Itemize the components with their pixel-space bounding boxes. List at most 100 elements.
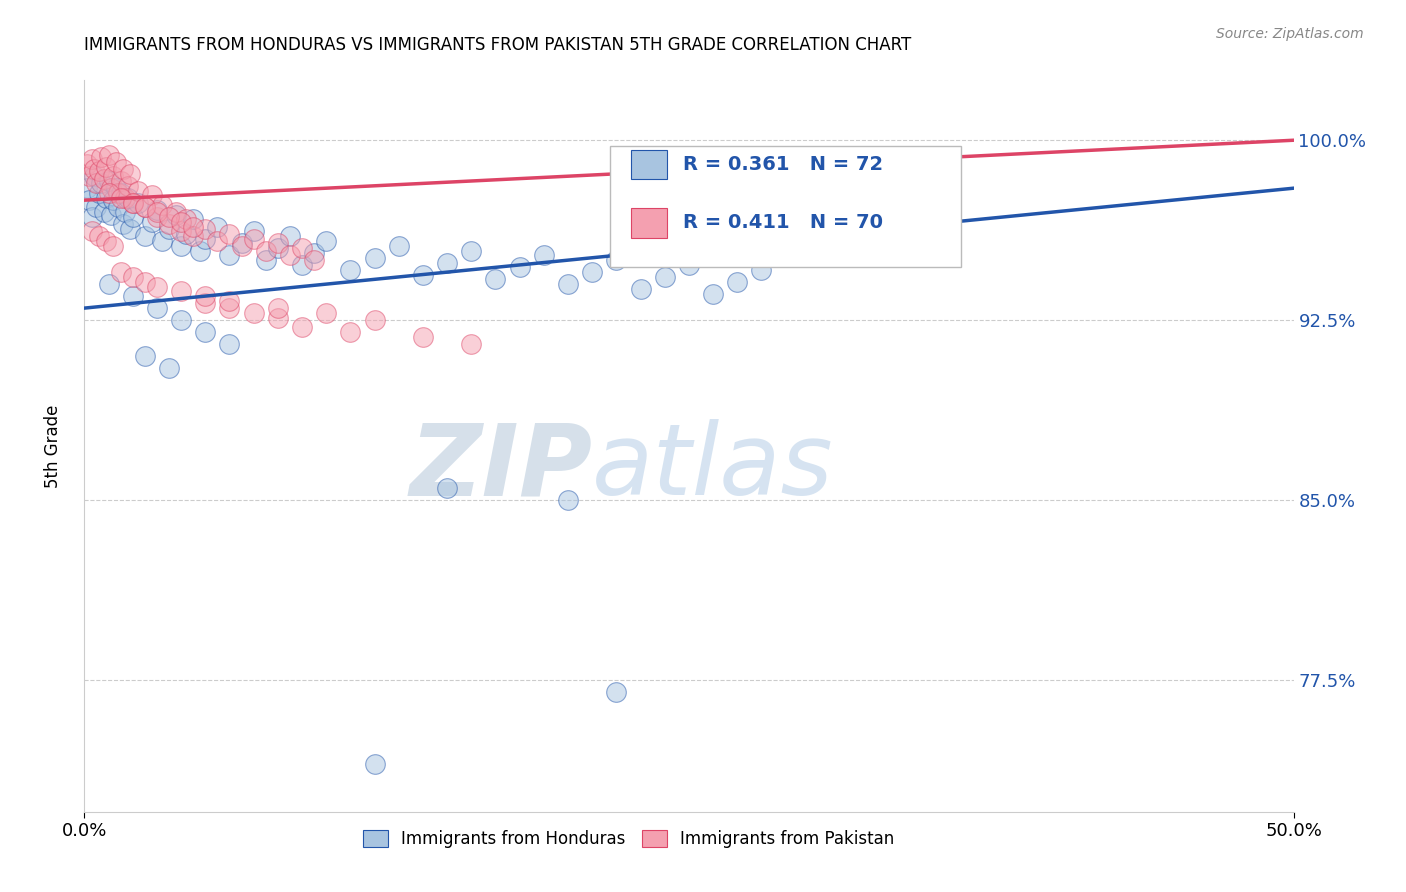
Point <box>94 160 117 174</box>
Point <box>121 269 143 284</box>
Point <box>110 191 132 205</box>
Point <box>302 246 325 260</box>
Point <box>121 195 143 210</box>
Point <box>207 219 229 234</box>
Point <box>117 191 139 205</box>
Point <box>267 301 290 315</box>
Point <box>165 208 187 222</box>
Point <box>97 147 120 161</box>
Point <box>194 296 217 310</box>
Point <box>278 229 301 244</box>
Text: 5th Grade: 5th Grade <box>45 404 62 488</box>
Point <box>218 293 240 308</box>
Point <box>141 188 163 202</box>
Point <box>291 241 314 255</box>
Point <box>460 337 482 351</box>
Point <box>181 212 204 227</box>
Point <box>87 229 110 244</box>
Point <box>134 275 156 289</box>
Point <box>654 269 676 284</box>
Point <box>315 306 337 320</box>
Point <box>134 349 156 363</box>
Point <box>339 325 361 339</box>
Point <box>97 277 120 292</box>
Point <box>112 161 135 176</box>
Point <box>218 301 240 315</box>
Point <box>110 265 132 279</box>
Point <box>97 186 120 200</box>
Point <box>218 337 240 351</box>
Point <box>363 756 385 771</box>
Point <box>83 161 105 176</box>
Point <box>702 286 724 301</box>
Point <box>254 244 277 258</box>
Point <box>134 200 156 214</box>
Point <box>557 277 579 292</box>
Point <box>134 229 156 244</box>
Point <box>751 262 773 277</box>
FancyBboxPatch shape <box>631 150 668 179</box>
Point <box>93 205 115 219</box>
Point <box>242 231 264 245</box>
Point <box>100 208 122 222</box>
Point <box>339 262 361 277</box>
Point <box>120 167 142 181</box>
Point <box>104 154 127 169</box>
Text: atlas: atlas <box>592 419 834 516</box>
Point <box>725 275 748 289</box>
Point <box>121 210 143 224</box>
Point <box>150 198 173 212</box>
Point <box>93 171 115 186</box>
Point <box>170 224 193 238</box>
Point <box>110 186 132 200</box>
Point <box>146 205 169 219</box>
Point <box>291 320 314 334</box>
Point <box>484 272 506 286</box>
Point <box>174 212 197 227</box>
Point <box>76 181 98 195</box>
Point <box>83 169 105 184</box>
Point <box>103 193 125 207</box>
Point <box>170 313 193 327</box>
Point <box>157 222 180 236</box>
Text: ZIP: ZIP <box>409 419 592 516</box>
Point <box>87 186 110 200</box>
Point <box>146 301 169 315</box>
Point <box>134 200 156 214</box>
Point <box>460 244 482 258</box>
Point <box>94 234 117 248</box>
Point <box>100 181 122 195</box>
Point <box>86 200 108 214</box>
Point <box>170 215 193 229</box>
Point <box>190 244 212 258</box>
Point <box>194 222 217 236</box>
Point <box>242 224 264 238</box>
Point <box>533 248 555 262</box>
Point <box>181 219 204 234</box>
Point <box>94 191 117 205</box>
Point <box>267 236 290 251</box>
Point <box>114 191 136 205</box>
Point <box>581 265 603 279</box>
Point <box>114 205 136 219</box>
Point <box>557 492 579 507</box>
Point <box>165 205 187 219</box>
Point <box>146 202 169 217</box>
Point <box>107 186 129 200</box>
Point <box>121 195 143 210</box>
Point <box>302 253 325 268</box>
Point <box>194 231 217 245</box>
Point <box>120 222 142 236</box>
Point <box>207 234 229 248</box>
Point <box>77 193 100 207</box>
Point <box>412 330 434 344</box>
Point <box>97 174 120 188</box>
Point <box>678 258 700 272</box>
Point <box>107 200 129 214</box>
Point <box>605 685 627 699</box>
Text: R = 0.411   N = 70: R = 0.411 N = 70 <box>683 213 883 233</box>
Point <box>146 279 169 293</box>
Point <box>90 150 112 164</box>
Point <box>291 258 314 272</box>
Point <box>90 177 112 191</box>
